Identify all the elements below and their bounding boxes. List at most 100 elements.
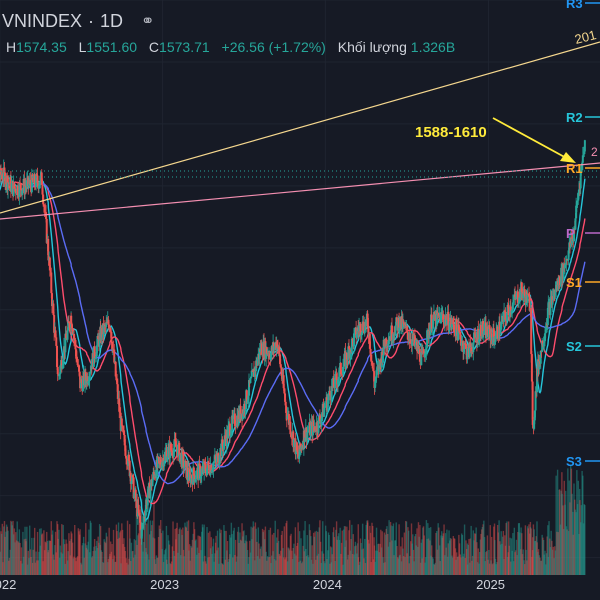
volume-bar	[369, 525, 371, 575]
volume-bar	[212, 538, 215, 575]
volume-bar	[484, 561, 486, 575]
volume-bar	[223, 530, 226, 575]
volume-bar	[559, 524, 562, 575]
volume-bar	[387, 546, 390, 575]
volume-bar	[3, 526, 5, 575]
volume-bar	[333, 537, 336, 575]
candle-body	[558, 276, 561, 286]
volume-bar	[365, 524, 367, 575]
volume-bar	[24, 526, 26, 575]
candle-body	[466, 348, 469, 357]
link-icon[interactable]: ⚭	[141, 13, 155, 30]
volume-bar	[236, 556, 238, 575]
volume-bar	[152, 537, 154, 575]
candle-body	[79, 379, 82, 389]
volume-bar	[88, 552, 91, 575]
volume-bar	[420, 542, 423, 575]
candle-body	[306, 432, 309, 441]
candle-body	[125, 455, 128, 459]
volume-bar	[500, 531, 502, 575]
volume-bar	[299, 560, 301, 575]
candle-body	[193, 475, 196, 482]
volume-bar	[161, 549, 163, 575]
candle-body	[382, 339, 385, 356]
candle-body	[531, 419, 534, 425]
volume-bar	[461, 533, 463, 575]
candle-body	[44, 211, 47, 213]
candle-body	[241, 409, 244, 420]
candle-body	[217, 462, 220, 465]
candle-body	[7, 182, 10, 184]
interval-label[interactable]: 1D	[100, 10, 124, 31]
volume-bar	[512, 561, 515, 575]
volume-bar	[531, 556, 533, 575]
symbol-label[interactable]: VNINDEX	[2, 10, 83, 31]
volume-bar	[9, 549, 11, 575]
candle-body	[309, 425, 312, 436]
volume-bar	[191, 539, 194, 575]
candle-body	[115, 376, 118, 381]
volume-bar	[151, 520, 154, 575]
volume-bar	[457, 556, 459, 575]
volume-bar	[207, 532, 210, 575]
candle-body	[523, 289, 526, 296]
volume-bar	[406, 553, 408, 575]
volume-bar	[517, 523, 520, 575]
candle-body	[330, 386, 333, 400]
volume-bar	[351, 553, 354, 575]
volume-bar	[28, 558, 30, 575]
candle-body	[163, 451, 166, 461]
volume-bar	[245, 535, 247, 575]
volume-bar	[469, 562, 471, 575]
candle-body	[221, 439, 224, 447]
candle-body	[352, 333, 355, 347]
candle-body	[290, 434, 293, 436]
volume-bar	[417, 546, 419, 575]
volume-bar	[356, 543, 359, 575]
volume-bar	[429, 527, 432, 575]
volume-bar	[361, 523, 364, 575]
volume-bar	[137, 533, 140, 575]
candle-body	[527, 293, 530, 295]
volume-bar	[554, 550, 557, 575]
candle-body	[54, 330, 57, 338]
volume-bar	[74, 557, 77, 575]
candle-body	[232, 414, 235, 419]
candle-body	[392, 334, 395, 340]
volume-bar	[450, 538, 452, 575]
volume-bar	[392, 523, 395, 575]
candle-body	[118, 398, 121, 412]
x-tick-label: 2023	[150, 577, 179, 592]
volume-bar	[389, 521, 392, 575]
volume-bar	[225, 530, 227, 575]
candle-body	[67, 321, 70, 331]
volume-bar	[471, 560, 473, 575]
candle-body	[132, 477, 135, 498]
candle-body	[122, 432, 125, 435]
candle-body	[147, 486, 150, 498]
volume-bar	[433, 564, 436, 575]
volume-bar	[317, 553, 320, 575]
candle-body	[534, 391, 537, 411]
candle-body	[27, 183, 30, 187]
volume-bar	[251, 539, 253, 575]
candle-body	[513, 294, 516, 300]
volume-bar	[135, 509, 138, 575]
volume-bar	[168, 540, 170, 575]
volume-bar	[579, 500, 581, 575]
candle-body	[89, 371, 92, 374]
volume-bar	[510, 538, 513, 575]
volume-bar	[256, 556, 259, 575]
volume-bar	[330, 547, 333, 575]
candle-body	[583, 140, 586, 152]
volume-bar	[101, 551, 103, 575]
candle-body	[21, 187, 24, 191]
volume-bar	[259, 548, 262, 575]
volume-bar	[524, 525, 527, 575]
volume-bar	[26, 526, 28, 575]
candle-body	[574, 218, 577, 230]
volume-bar	[472, 530, 475, 575]
volume-bar	[91, 557, 93, 575]
volume-bar	[412, 534, 414, 575]
